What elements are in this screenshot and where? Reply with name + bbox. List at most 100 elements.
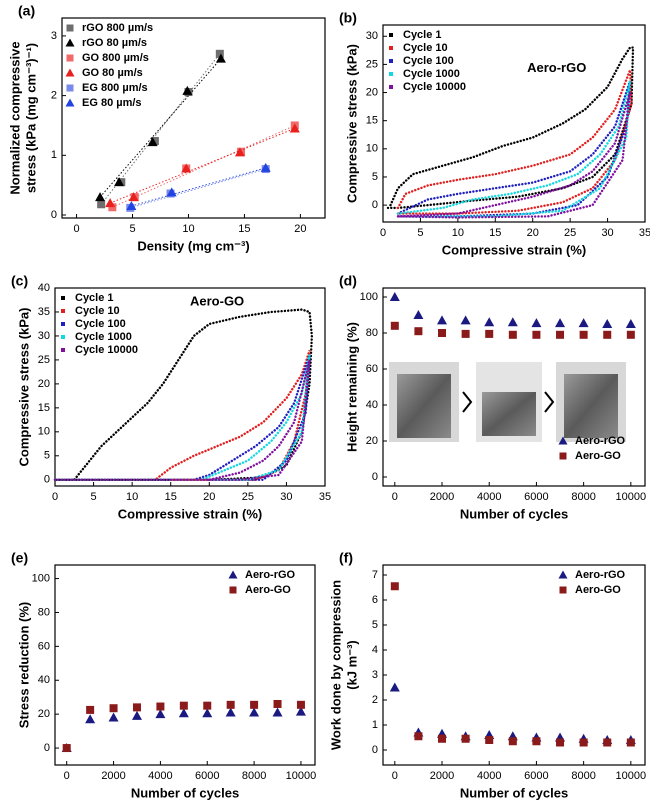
x-tick-label: 15 — [238, 223, 250, 235]
marker — [181, 163, 192, 173]
marker — [147, 137, 158, 147]
marker — [234, 147, 245, 157]
legend-label: Cycle 1000 — [75, 331, 132, 343]
marker — [508, 330, 517, 339]
y-tick-label: 20 — [366, 86, 378, 98]
marker — [202, 708, 213, 718]
marker — [556, 330, 565, 339]
x-tick-label: 35 — [639, 227, 650, 239]
y-tick-label: 4 — [372, 644, 378, 656]
y-axis-label: Normalized compressive — [7, 41, 22, 194]
y-tick-label: 1 — [51, 149, 57, 161]
marker — [438, 734, 447, 743]
marker — [603, 330, 612, 339]
x-tick-label: 2000 — [101, 770, 125, 782]
photo — [397, 374, 451, 438]
x-tick-label: 20 — [294, 223, 306, 235]
legend-label: rGO 80 µm/s — [82, 37, 147, 49]
x-tick-label: 5 — [417, 227, 423, 239]
legend-marker — [389, 46, 393, 50]
x-tick-label: 2000 — [430, 770, 454, 782]
x-tick-label: 0 — [392, 491, 398, 503]
x-axis-label: Compressive strain (%) — [118, 506, 263, 521]
x-tick-label: 0 — [52, 491, 58, 503]
data-line — [396, 80, 632, 218]
y-tick-label: 15 — [38, 402, 50, 414]
x-tick-label: 4000 — [148, 770, 172, 782]
y-axis-label: Compressive stress (kPa) — [16, 308, 31, 467]
marker — [414, 327, 423, 336]
y-tick-label: 100 — [32, 572, 50, 584]
panel-label: (a) — [18, 3, 35, 19]
y-tick-label: 60 — [38, 640, 50, 652]
marker — [460, 315, 471, 325]
marker — [390, 321, 399, 330]
marker — [203, 701, 212, 710]
marker — [532, 330, 541, 339]
marker — [128, 192, 139, 202]
x-axis-label: Number of cycles — [460, 506, 568, 521]
marker — [296, 700, 305, 709]
y-tick-label: 25 — [38, 354, 50, 366]
marker — [390, 582, 399, 591]
legend-marker — [61, 348, 65, 352]
y-tick-label: 2 — [51, 90, 57, 102]
marker — [65, 98, 75, 107]
x-tick-label: 10 — [182, 223, 194, 235]
legend-label: EG 800 µm/s — [82, 82, 148, 94]
panel-label: (c) — [11, 273, 28, 289]
legend-label: rGO 800 µm/s — [82, 22, 153, 34]
plot-frame — [382, 564, 646, 766]
marker — [179, 701, 188, 710]
x-tick-label: 5 — [129, 223, 135, 235]
plot-frame — [54, 564, 316, 766]
panel-label: (f) — [339, 550, 353, 566]
y-tick-label: 20 — [366, 435, 378, 447]
y-tick-label: 25 — [366, 58, 378, 70]
y-axis-label: Height remaining (%) — [344, 322, 359, 452]
x-tick-label: 2000 — [430, 491, 454, 503]
y-tick-label: 80 — [366, 327, 378, 339]
marker — [295, 706, 306, 716]
plot-frame — [382, 24, 646, 223]
marker — [485, 736, 494, 744]
marker — [438, 329, 447, 337]
x-tick-label: 15 — [489, 227, 501, 239]
marker — [97, 200, 106, 209]
marker — [108, 203, 117, 212]
y-tick-label: 35 — [38, 306, 50, 318]
legend-marker — [389, 33, 393, 37]
y-tick-label: 40 — [38, 282, 50, 294]
x-axis-label: Density (mg cm⁻³) — [137, 238, 249, 253]
marker — [126, 201, 137, 211]
x-tick-label: 20 — [527, 227, 539, 239]
annotation: Aero-rGO — [527, 60, 586, 75]
y-tick-label: 30 — [38, 330, 50, 342]
marker — [65, 38, 75, 47]
marker — [250, 700, 259, 709]
marker — [558, 436, 568, 445]
x-tick-label: 35 — [319, 491, 331, 503]
data-line — [385, 46, 635, 210]
y-tick-label: 30 — [366, 30, 378, 42]
marker — [531, 318, 542, 328]
y-axis-label: Work done by compression — [328, 580, 343, 750]
y-tick-label: 0 — [44, 474, 50, 486]
x-tick-label: 10 — [126, 491, 138, 503]
legend-label: Cycle 10000 — [403, 81, 466, 93]
marker — [131, 710, 142, 720]
x-tick-label: 0 — [392, 770, 398, 782]
x-tick-label: 10000 — [616, 491, 647, 503]
x-axis-label: Compressive strain (%) — [442, 242, 587, 257]
y-tick-label: 0 — [51, 209, 57, 221]
plot-frame — [54, 287, 326, 487]
x-tick-label: 10000 — [286, 770, 317, 782]
y-tick-label: 5 — [372, 619, 378, 631]
marker — [556, 738, 565, 747]
y-tick-label: 5 — [44, 450, 50, 462]
legend-marker — [61, 335, 65, 339]
marker — [66, 54, 74, 62]
legend-label: Cycle 10 — [75, 305, 120, 317]
legend-label: GO 80 µm/s — [82, 67, 143, 79]
marker — [95, 192, 106, 202]
